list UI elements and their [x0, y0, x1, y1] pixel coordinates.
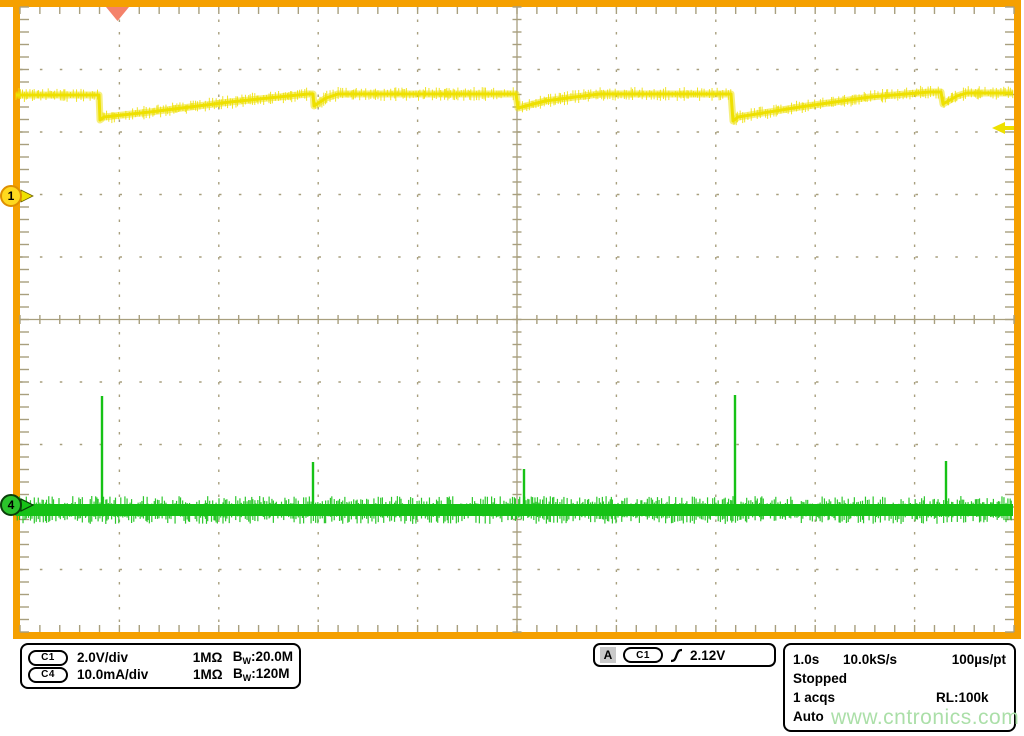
timebase-readout-box[interactable]: 1.0s 10.0kS/s 100µs/pt Stopped 1 acqs RL… — [783, 643, 1016, 732]
channel-4-impedance: 1MΩ — [193, 667, 223, 682]
timebase-row-acqs: 1 acqs RL:100k — [793, 688, 1006, 706]
trigger-level-value: 2.12V — [690, 647, 726, 663]
trigger-position-marker-icon[interactable] — [106, 7, 129, 21]
watermark: www.cntronics.com — [831, 706, 1020, 729]
timebase-row-state: Stopped — [793, 669, 1006, 687]
timebase-row-mode: Auto — [793, 707, 1006, 725]
channel-4-badge[interactable]: C4 — [28, 666, 68, 683]
trigger-level-marker-icon[interactable] — [992, 122, 1005, 134]
acquisition-count: 1 acqs — [793, 689, 836, 705]
resolution: 100µs/pt — [951, 651, 1006, 667]
channel-4-readout-row: C4 10.0mA/div 1MΩ BW:120M — [28, 666, 293, 683]
channel-4-scale: 10.0mA/div — [77, 667, 149, 682]
trigger-mode: Auto — [793, 708, 824, 724]
channel-4-marker-label: 4 — [7, 498, 15, 512]
rising-edge-icon — [670, 648, 683, 662]
acquisition-state: Stopped — [793, 670, 847, 686]
channel-1-readout-row: C1 2.0V/div 1MΩ BW:20.0M — [28, 649, 293, 666]
horizontal-scale: 1.0s — [793, 651, 820, 667]
sample-rate: 10.0kS/s — [843, 651, 898, 667]
channel-1-badge[interactable]: C1 — [28, 649, 68, 666]
trigger-readout-box[interactable]: A C1 2.12V — [593, 643, 776, 667]
trigger-source-badge[interactable]: C1 — [623, 647, 663, 663]
channel-1-impedance: 1MΩ — [192, 650, 223, 665]
channel-readout-box[interactable]: C1 2.0V/div 1MΩ BW:20.0M C4 10.0mA/div 1… — [20, 643, 301, 689]
channel-4-marker[interactable]: 4 — [0, 494, 22, 516]
channel-1-marker[interactable]: 1 — [0, 185, 22, 207]
channel-1-marker-label: 1 — [7, 189, 15, 203]
trigger-a-badge: A — [600, 647, 616, 663]
channel-4-bandwidth: BW:120M — [233, 666, 290, 683]
channel-1-scale: 2.0V/div — [76, 650, 128, 665]
channel-1-bandwidth: BW:20.0M — [232, 649, 293, 666]
ch1-position-arrow-icon — [20, 189, 34, 203]
scope-display — [0, 0, 1021, 639]
timebase-row-scale: 1.0s 10.0kS/s 100µs/pt — [793, 650, 1006, 668]
record-length: RL:100k — [936, 689, 989, 705]
